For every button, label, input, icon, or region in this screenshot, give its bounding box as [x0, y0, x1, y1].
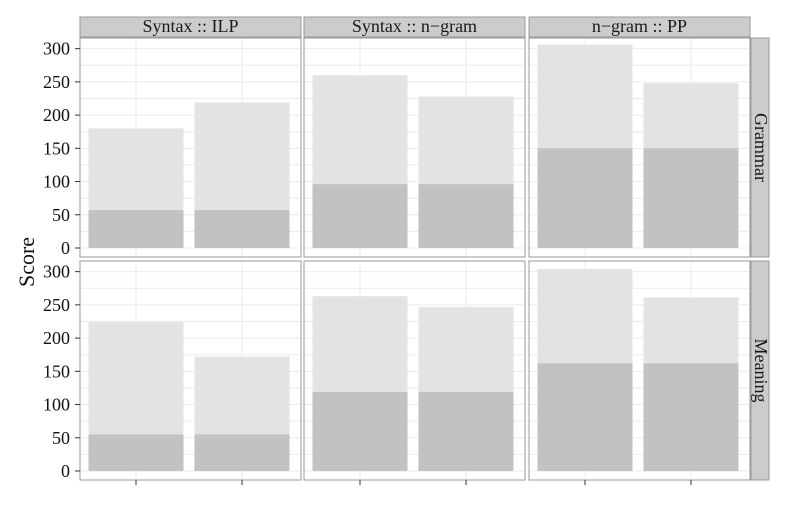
y-tick-label: 0	[61, 461, 70, 481]
column-strip-label: n−gram :: PP	[592, 16, 687, 36]
y-tick-label: 100	[43, 172, 70, 192]
bar-base	[194, 210, 290, 248]
y-tick-label: 200	[43, 328, 70, 348]
y-tick-label: 0	[61, 238, 70, 258]
bar-base	[88, 434, 184, 471]
bar-base	[537, 363, 633, 471]
panel-border	[79, 260, 302, 481]
bar-base	[418, 184, 514, 248]
y-tick-label: 300	[43, 39, 70, 59]
bar-base	[537, 148, 633, 248]
column-strip	[528, 16, 751, 38]
column-strip-label: Syntax :: n−gram	[352, 16, 477, 36]
column-strip-label: Syntax :: ILP	[142, 16, 238, 36]
row-strip-label: Grammar	[751, 113, 771, 182]
y-tick-label: 150	[43, 138, 70, 158]
column-strip	[303, 16, 526, 38]
bar-base	[312, 391, 408, 471]
bar-base	[312, 184, 408, 248]
bar-base	[643, 363, 739, 471]
row-strip	[750, 37, 770, 258]
y-tick-label: 300	[43, 262, 70, 282]
panel-border	[303, 37, 526, 258]
column-strip	[79, 16, 302, 38]
bar-base	[418, 391, 514, 471]
y-tick-label: 50	[52, 428, 70, 448]
y-tick-label: 50	[52, 205, 70, 225]
y-tick-label: 150	[43, 361, 70, 381]
row-strip	[750, 260, 770, 481]
panel-border	[528, 37, 751, 258]
y-axis-title: Score	[14, 237, 39, 287]
y-tick-label: 200	[43, 105, 70, 125]
bar-base	[88, 210, 184, 248]
panel-border	[79, 37, 302, 258]
y-tick-label: 250	[43, 295, 70, 315]
y-tick-label: 100	[43, 395, 70, 415]
bar-base	[194, 434, 290, 471]
y-tick-label: 250	[43, 72, 70, 92]
panel-border	[528, 260, 751, 481]
bar-base	[643, 148, 739, 248]
panel-border	[303, 260, 526, 481]
plot-area: Syntax :: ILP Syntax :: n−gram n−gram :: P…	[43, 16, 771, 485]
row-strip-label: Meaning	[751, 339, 771, 403]
